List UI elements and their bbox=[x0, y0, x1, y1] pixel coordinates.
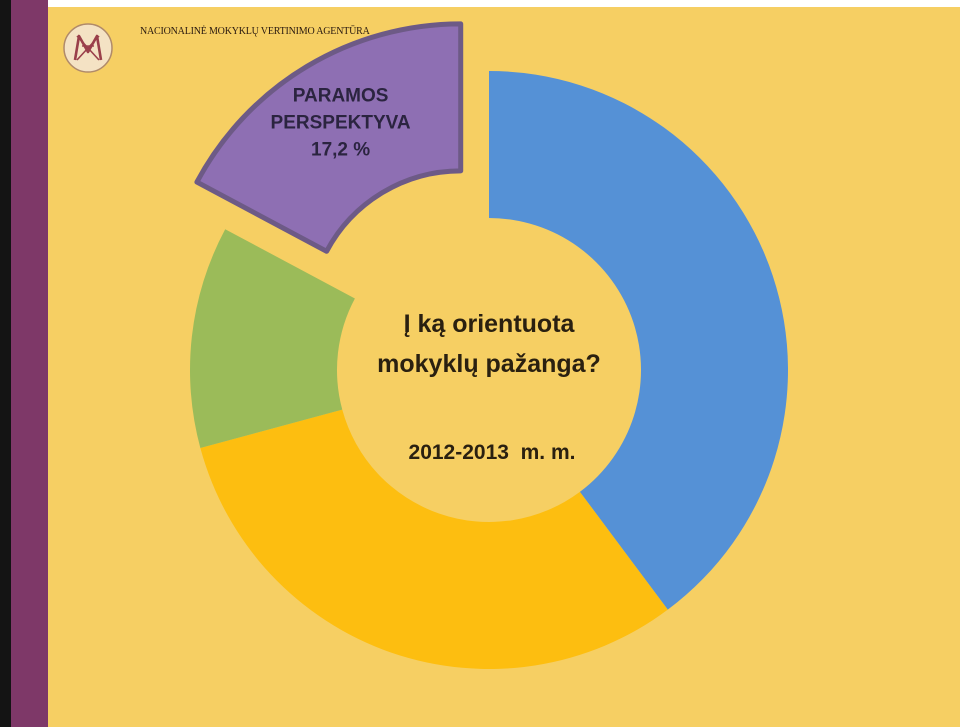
left-edge bbox=[0, 0, 11, 727]
chart-slice-3 bbox=[189, 229, 355, 448]
chart-title-line-1: Į ką orientuota bbox=[404, 310, 576, 338]
chart-center-text: Į ką orientuota mokyklų pažanga? 2012-20… bbox=[377, 310, 601, 464]
chart-slices bbox=[189, 21, 788, 669]
chart-subtitle: 2012-2013 m. m. bbox=[409, 441, 576, 464]
slice-label-line: PERSPEKTYVA bbox=[271, 113, 411, 134]
chart-slice-labels: PARAMOS PERSPEKTYVA 17,2 % bbox=[271, 86, 411, 161]
slice-label-line: 17,2 % bbox=[311, 140, 370, 161]
left-accent-band bbox=[11, 0, 48, 727]
agency-name: NACIONALINĖ MOKYKLŲ VERTINIMO AGENTŪRA bbox=[140, 26, 370, 37]
chart-slice-2 bbox=[200, 409, 668, 669]
chart-slice-1 bbox=[489, 71, 788, 610]
chart-title-line-2: mokyklų pažanga? bbox=[377, 350, 601, 378]
chart-slice-4 bbox=[194, 21, 464, 254]
slice-label-line: PARAMOS bbox=[293, 86, 389, 107]
nmva-logo-icon bbox=[63, 23, 113, 73]
